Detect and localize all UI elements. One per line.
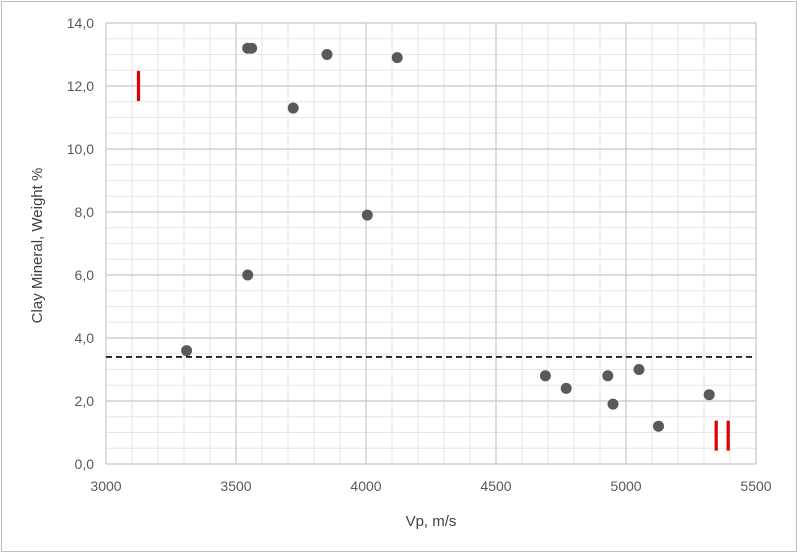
x-tick-label: 3500: [220, 478, 251, 494]
data-point: [392, 52, 403, 63]
x-tick-label: 5000: [610, 478, 641, 494]
annotations: [139, 71, 729, 451]
y-tick-label: 4,0: [75, 330, 95, 346]
x-tick-label: 5500: [740, 478, 771, 494]
data-point: [181, 345, 192, 356]
data-points: [181, 43, 715, 432]
data-point: [362, 210, 373, 221]
y-tick-label: 0,0: [75, 456, 95, 472]
data-point: [322, 49, 333, 60]
y-tick-label: 10,0: [67, 141, 94, 157]
minor-gridlines: [106, 23, 756, 464]
data-point: [242, 270, 253, 281]
data-point: [704, 389, 715, 400]
data-point: [602, 370, 613, 381]
data-point: [561, 383, 572, 394]
data-point: [634, 364, 645, 375]
data-point: [608, 399, 619, 410]
x-tick-label: 4500: [480, 478, 511, 494]
data-point: [653, 421, 664, 432]
y-tick-labels: 0,0 2,0 4,0 6,0 8,0 10,0 12,0 14,0: [67, 15, 94, 472]
y-tick-label: 8,0: [75, 204, 95, 220]
data-point: [246, 43, 257, 54]
y-axis-title: Clay Mineral, Weight %: [29, 168, 46, 324]
y-tick-label: 6,0: [75, 267, 95, 283]
data-point: [540, 370, 551, 381]
region-label-ii: [716, 421, 728, 451]
x-tick-label: 3000: [90, 478, 121, 494]
x-tick-label: 4000: [350, 478, 381, 494]
x-tick-labels: 3000 3500 4000 4500 5000 5500: [90, 478, 771, 494]
x-axis-title: Vp, m/s: [406, 513, 457, 530]
y-tick-label: 14,0: [67, 15, 94, 31]
y-tick-label: 12,0: [67, 78, 94, 94]
y-tick-label: 2,0: [75, 393, 95, 409]
data-point: [288, 103, 299, 114]
